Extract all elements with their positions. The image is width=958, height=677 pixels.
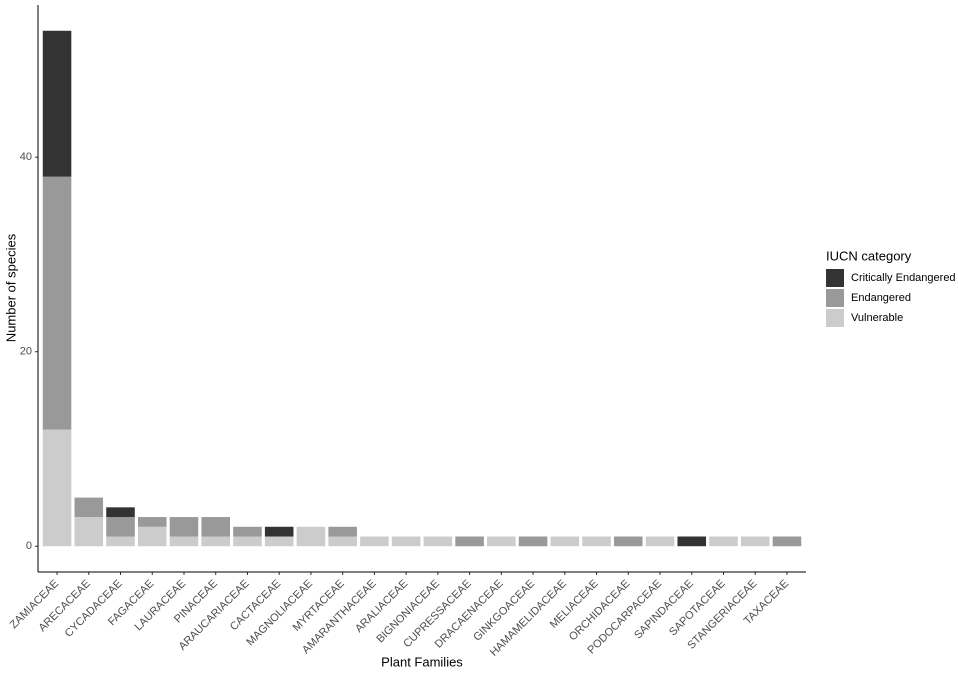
bar-segment [740, 536, 770, 547]
y-tick-label: 40 [20, 151, 32, 163]
bar-segment [455, 536, 484, 547]
bar-segment [391, 536, 421, 547]
legend-label: Endangered [851, 292, 911, 304]
bar-segment [264, 536, 294, 547]
bar-segment [550, 536, 580, 547]
x-tick-label: SAPOTACEAE [667, 578, 728, 639]
bar-segment [42, 176, 72, 430]
bar-segment [360, 536, 389, 547]
bar-segment [169, 517, 199, 537]
bar-segment [233, 536, 262, 547]
legend-key [826, 309, 844, 327]
bar-segment [137, 517, 167, 527]
legend-title: IUCN category [826, 248, 912, 263]
bar-segment [106, 507, 135, 518]
y-tick-label: 0 [26, 540, 32, 552]
bar-segment [42, 30, 72, 177]
bar-segment [264, 526, 294, 537]
bar-segment [328, 536, 357, 547]
bar-segment [74, 497, 104, 518]
bar-segment [709, 536, 738, 547]
bar-segment [614, 536, 643, 547]
y-tick-label: 20 [20, 346, 32, 358]
legend-key [826, 269, 844, 287]
x-axis-title: Plant Families [381, 654, 463, 669]
y-axis-title: Number of species [3, 233, 18, 342]
legend-label: Vulnerable [851, 312, 903, 324]
bar-segment [201, 536, 230, 547]
legend-key [826, 289, 844, 307]
bar-segment [106, 517, 135, 537]
bar-segment [582, 536, 611, 547]
bar-segment [74, 517, 104, 547]
x-tick-label: CYCADACEAE [63, 578, 125, 640]
bar-segment [677, 536, 707, 547]
bar-segment [201, 517, 230, 537]
bar-segment [423, 536, 453, 547]
bar-segment [233, 526, 262, 537]
bar-segment [42, 429, 72, 547]
bar-segment [328, 526, 357, 537]
bar-segment [518, 536, 548, 547]
bar-segment [296, 526, 326, 547]
bar-segment [169, 536, 199, 547]
bar-segment [137, 526, 167, 547]
bar-segment [487, 536, 516, 547]
legend-label: Critically Endangered [851, 272, 956, 284]
bar-segment [772, 536, 802, 547]
bar-segment [106, 536, 135, 547]
bar-segment [645, 536, 675, 547]
